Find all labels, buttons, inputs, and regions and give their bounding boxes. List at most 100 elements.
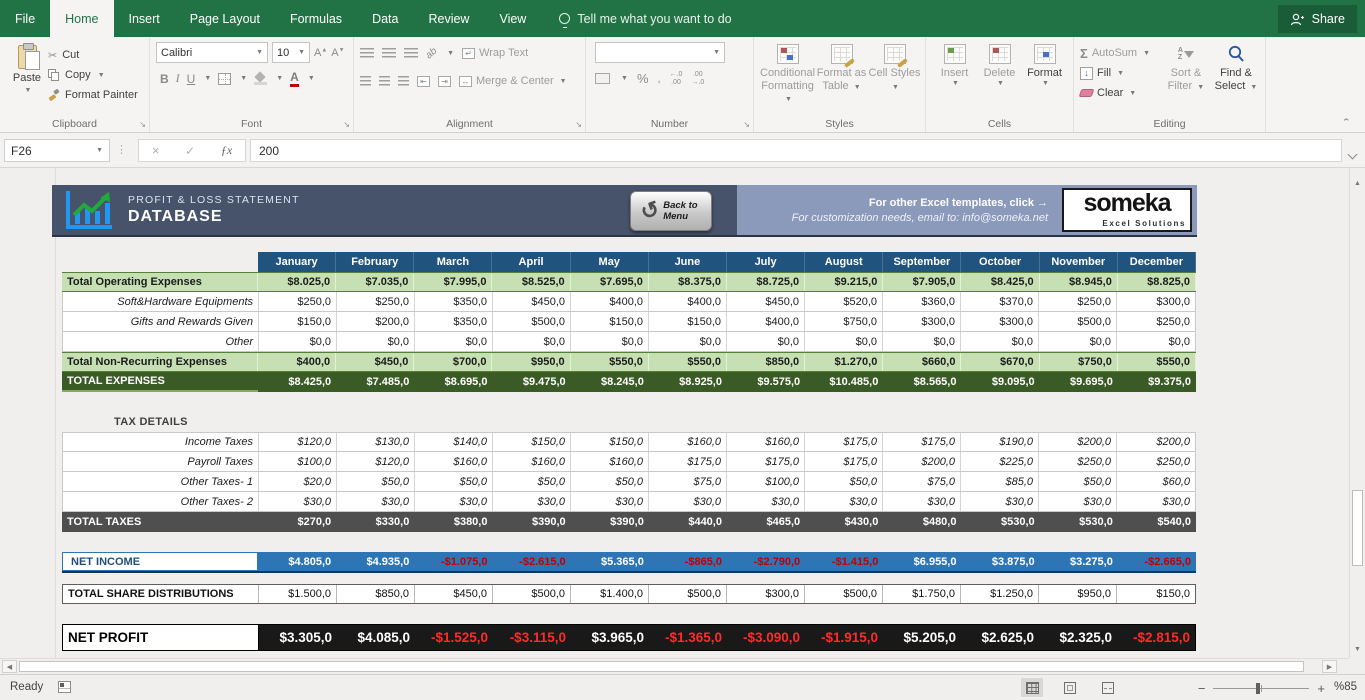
cell[interactable]: $9.475,0 xyxy=(492,372,570,392)
cell[interactable]: $7.485,0 xyxy=(336,372,414,392)
paste-dropdown-arrow[interactable]: ▼ xyxy=(25,87,32,94)
cell[interactable]: $1.400,0 xyxy=(571,585,649,603)
cell[interactable]: $530,0 xyxy=(1040,512,1118,532)
cell[interactable]: $465,0 xyxy=(727,512,805,532)
cell[interactable]: $270,0 xyxy=(258,512,336,532)
wrap-text-button[interactable]: ↵ Wrap Text xyxy=(462,47,528,59)
cell[interactable]: $160,0 xyxy=(571,452,649,471)
cell[interactable]: $3.305,0 xyxy=(259,625,337,650)
month-header-cell[interactable]: July xyxy=(727,252,805,272)
month-header-cell[interactable]: March xyxy=(414,252,492,272)
promo-templates-link[interactable]: For other Excel templates, click → xyxy=(792,197,1048,209)
cell[interactable]: $30,0 xyxy=(415,492,493,511)
cell[interactable]: $30,0 xyxy=(883,492,961,511)
font-size-combobox[interactable]: 10▼ xyxy=(272,42,310,63)
row-label[interactable]: NET PROFIT xyxy=(63,625,259,650)
cell[interactable]: $8.425,0 xyxy=(961,273,1039,291)
cell[interactable]: $8.565,0 xyxy=(883,372,961,392)
cell[interactable]: $200,0 xyxy=(1039,433,1117,451)
month-header-cell[interactable]: October xyxy=(961,252,1039,272)
copy-dropdown-arrow[interactable]: ▼ xyxy=(98,72,105,79)
cell[interactable]: $450,0 xyxy=(493,292,571,311)
cell[interactable]: $150,0 xyxy=(649,312,727,331)
cell[interactable]: $4.935,0 xyxy=(336,552,414,571)
month-header-cell[interactable]: May xyxy=(571,252,649,272)
cell[interactable]: $0,0 xyxy=(415,332,493,351)
cell-styles-button[interactable]: Cell Styles ▼ xyxy=(868,42,921,114)
decrease-indent-icon[interactable]: ⇤ xyxy=(417,76,430,87)
cell[interactable]: $8.825,0 xyxy=(1118,273,1196,291)
row-label[interactable]: NET INCOME xyxy=(62,552,258,571)
cell[interactable]: $850,0 xyxy=(337,585,415,603)
cell[interactable]: $670,0 xyxy=(961,353,1039,371)
format-painter-button[interactable]: Format Painter xyxy=(48,86,138,104)
cell[interactable]: $540,0 xyxy=(1118,512,1196,532)
font-name-combobox[interactable]: Calibri▼ xyxy=(156,42,268,63)
vertical-scrollbar[interactable]: ▲ ▼ xyxy=(1349,168,1365,658)
cell[interactable]: $250,0 xyxy=(1039,292,1117,311)
cancel-icon[interactable]: × xyxy=(152,143,160,158)
cell[interactable]: $200,0 xyxy=(1117,433,1195,451)
cell[interactable]: -$865,0 xyxy=(649,552,727,571)
delete-cells-button[interactable]: Delete ▼ xyxy=(977,42,1022,114)
zoom-percentage[interactable]: %85 xyxy=(1334,681,1357,693)
cell[interactable]: $175,0 xyxy=(805,433,883,451)
cell[interactable]: $160,0 xyxy=(493,452,571,471)
row-label[interactable]: TOTAL SHARE DISTRIBUTIONS xyxy=(63,585,259,603)
name-box[interactable]: F26 ▼ xyxy=(4,139,110,162)
cell[interactable]: $0,0 xyxy=(805,332,883,351)
cell[interactable]: $120,0 xyxy=(259,433,337,451)
cell[interactable]: $9.375,0 xyxy=(1118,372,1196,392)
clear-dropdown-arrow[interactable]: ▼ xyxy=(1129,90,1136,97)
orientation-icon[interactable]: ab xyxy=(424,45,440,61)
cell[interactable]: $175,0 xyxy=(727,452,805,471)
cell[interactable]: $450,0 xyxy=(336,353,414,371)
cell[interactable]: $175,0 xyxy=(805,452,883,471)
cell[interactable]: $8.375,0 xyxy=(649,273,727,291)
cell[interactable]: -$3.115,0 xyxy=(493,625,571,650)
tab-data[interactable]: Data xyxy=(357,0,413,37)
shrink-font-button[interactable]: A▼ xyxy=(331,47,344,59)
row-label[interactable]: TOTAL TAXES xyxy=(62,512,258,532)
cell[interactable]: $50,0 xyxy=(337,472,415,491)
month-header-cell[interactable]: November xyxy=(1040,252,1118,272)
align-left-icon[interactable] xyxy=(360,76,371,86)
row-label[interactable]: Total Operating Expenses xyxy=(62,273,258,291)
formula-input[interactable]: 200 xyxy=(250,139,1342,162)
cell[interactable]: -$1.075,0 xyxy=(414,552,492,571)
cell[interactable]: $500,0 xyxy=(805,585,883,603)
cell[interactable]: $200,0 xyxy=(337,312,415,331)
orientation-dropdown-arrow[interactable]: ▼ xyxy=(447,50,454,57)
cell[interactable]: $50,0 xyxy=(805,472,883,491)
cell[interactable]: $2.325,0 xyxy=(1039,625,1117,650)
vertical-scroll-thumb[interactable] xyxy=(1352,490,1363,566)
cell[interactable]: $30,0 xyxy=(805,492,883,511)
cell[interactable]: $360,0 xyxy=(883,292,961,311)
cell[interactable]: $750,0 xyxy=(805,312,883,331)
cell[interactable]: $50,0 xyxy=(415,472,493,491)
cell[interactable]: $30,0 xyxy=(571,492,649,511)
format-dropdown-arrow[interactable]: ▼ xyxy=(1042,80,1049,87)
month-header-cell[interactable]: February xyxy=(336,252,414,272)
cell[interactable]: $0,0 xyxy=(571,332,649,351)
cell[interactable]: $9.575,0 xyxy=(727,372,805,392)
cell[interactable]: $75,0 xyxy=(883,472,961,491)
cell[interactable]: $0,0 xyxy=(337,332,415,351)
cell[interactable]: -$1.915,0 xyxy=(805,625,883,650)
cell[interactable]: $300,0 xyxy=(1117,292,1195,311)
format-as-table-button[interactable]: Format as Table ▼ xyxy=(815,42,868,114)
cell[interactable]: $850,0 xyxy=(727,353,805,371)
cell[interactable]: $300,0 xyxy=(727,585,805,603)
cell[interactable]: $500,0 xyxy=(493,585,571,603)
cell[interactable]: $175,0 xyxy=(883,433,961,451)
cell[interactable]: -$2.815,0 xyxy=(1117,625,1195,650)
percent-style-button[interactable]: % xyxy=(637,71,649,86)
font-color-dropdown-arrow[interactable]: ▼ xyxy=(308,75,315,82)
cell[interactable]: $1.250,0 xyxy=(961,585,1039,603)
cell[interactable]: $8.695,0 xyxy=(414,372,492,392)
borders-icon[interactable] xyxy=(218,73,231,85)
worksheet[interactable]: PROFIT & LOSS STATEMENT DATABASE ↺ Back … xyxy=(0,168,1349,658)
cell[interactable]: $7.995,0 xyxy=(414,273,492,291)
cell[interactable]: $7.905,0 xyxy=(883,273,961,291)
cell[interactable]: $30,0 xyxy=(961,492,1039,511)
